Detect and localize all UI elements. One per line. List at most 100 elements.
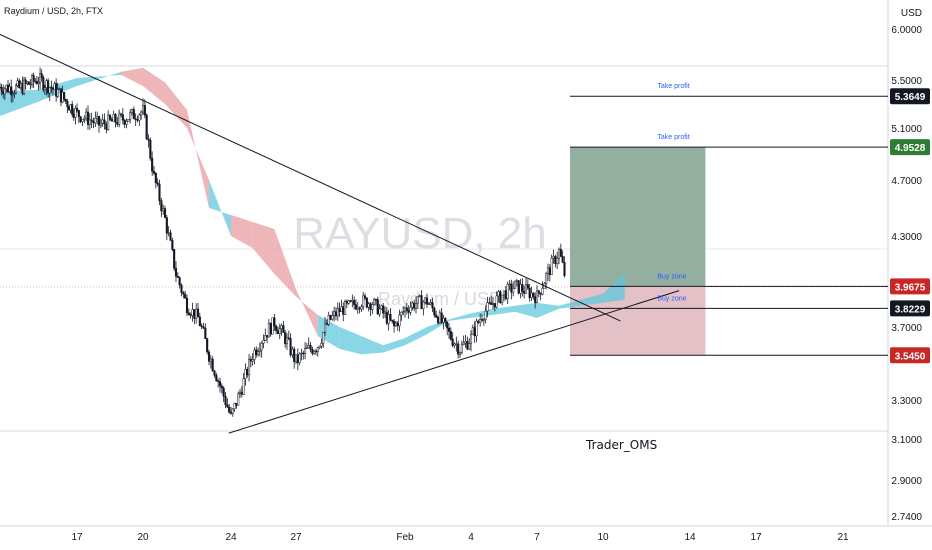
candle-body — [43, 87, 46, 90]
candle-body — [125, 120, 128, 125]
cloud-segment — [274, 229, 296, 297]
candle-body — [552, 256, 555, 259]
candle-body — [473, 327, 476, 337]
candle-body — [528, 287, 531, 298]
candle-body — [420, 295, 423, 310]
candle-body — [471, 327, 474, 335]
candle-body — [508, 283, 511, 286]
candle-body — [353, 299, 356, 305]
candle-body — [556, 258, 559, 264]
candle-body — [218, 381, 222, 387]
candle-body — [289, 338, 292, 356]
candle-body — [468, 343, 471, 350]
candle-body — [189, 314, 192, 316]
candlestick-series[interactable] — [0, 67, 566, 417]
candle-body — [77, 110, 80, 117]
candle-body — [513, 280, 517, 289]
candle-body — [349, 300, 352, 302]
candle-body — [418, 295, 421, 297]
symbol-header[interactable]: Raydium / USD, 2h, FTX — [4, 6, 104, 16]
cloud-segment — [559, 299, 581, 309]
candle-body — [248, 358, 251, 376]
candle-body — [548, 267, 551, 275]
candle-body — [138, 114, 141, 121]
candle-body — [103, 119, 106, 125]
candle-body — [141, 105, 145, 113]
position-zones[interactable] — [570, 147, 706, 356]
watermark-name: Raydium / USD — [378, 289, 502, 309]
candle-body — [92, 121, 95, 124]
candle-body — [278, 328, 281, 334]
candle-body — [294, 354, 298, 362]
cloud-segment — [143, 67, 165, 104]
candle-body — [275, 325, 278, 331]
candle-body — [163, 208, 167, 218]
trendline — [0, 33, 621, 322]
candle-body — [143, 105, 146, 116]
cloud-segment — [537, 302, 559, 318]
candle-body — [187, 312, 190, 315]
candle-body — [387, 314, 390, 324]
candle-body — [435, 314, 438, 318]
candle-body — [251, 359, 254, 362]
trendlines[interactable] — [0, 29, 680, 434]
candle-body — [149, 139, 152, 159]
candle-body — [27, 81, 30, 85]
level-label: Take profit — [657, 83, 689, 90]
candle-body — [409, 306, 412, 313]
candle-body — [475, 320, 478, 337]
price-tick-label: 3.7000 — [891, 323, 922, 334]
price-tick-label: 2.7400 — [891, 512, 922, 523]
cloud-segment — [361, 336, 384, 355]
price-tag-label: 3.9675 — [895, 282, 926, 293]
candle-body — [338, 308, 341, 313]
price-tick-label: 2.9000 — [891, 476, 922, 487]
candle-body — [50, 87, 53, 89]
candle-body — [123, 119, 126, 125]
cloud-segment — [493, 305, 515, 315]
candle-body — [327, 315, 330, 325]
candle-body — [228, 406, 231, 413]
candle-body — [334, 311, 338, 317]
price-levels[interactable]: Take profit Take profit Buy zone Buy zone — [570, 83, 888, 356]
candle-body — [403, 307, 407, 313]
candle-body — [85, 111, 88, 119]
candle-body — [546, 267, 550, 275]
candle-body — [110, 119, 113, 122]
cloud-segment — [121, 67, 143, 86]
candle-body — [200, 325, 203, 328]
cloud-segment — [383, 337, 405, 353]
candle-body — [244, 369, 247, 380]
candle-body — [238, 391, 242, 394]
candle-body — [367, 303, 370, 308]
candle-body — [253, 349, 256, 360]
candle-body — [324, 323, 327, 333]
time-tick-label: 7 — [534, 532, 540, 543]
candle-body — [325, 323, 328, 325]
candle-body — [376, 299, 379, 315]
candle-body — [559, 248, 562, 257]
candle-body — [438, 312, 441, 324]
level-label: Buy zone — [657, 295, 686, 302]
candle-body — [541, 288, 544, 295]
candle-body — [385, 311, 388, 324]
candle-body — [524, 284, 528, 294]
time-tick-label: Feb — [396, 532, 414, 543]
time-tick-label: 24 — [225, 532, 237, 543]
time-axis[interactable]: 17 20 24 27 Feb 4 7 10 14 17 21 — [71, 532, 849, 543]
candle-body — [563, 262, 566, 276]
candle-body — [156, 182, 159, 185]
price-axis[interactable]: USD 6.0000 5.5000 5.1000 4.7000 4.3000 3.7000… — [891, 8, 922, 523]
candle-body — [90, 119, 93, 122]
candle-body — [56, 89, 59, 97]
candle-body — [162, 208, 165, 212]
candle-body — [145, 114, 148, 140]
price-tick-label: 3.3000 — [891, 396, 922, 407]
candle-body — [431, 302, 434, 309]
candle-body — [180, 284, 183, 293]
candle-body — [512, 288, 515, 293]
candle-body — [530, 292, 533, 298]
candle-body — [271, 317, 274, 335]
price-tag — [890, 300, 930, 317]
